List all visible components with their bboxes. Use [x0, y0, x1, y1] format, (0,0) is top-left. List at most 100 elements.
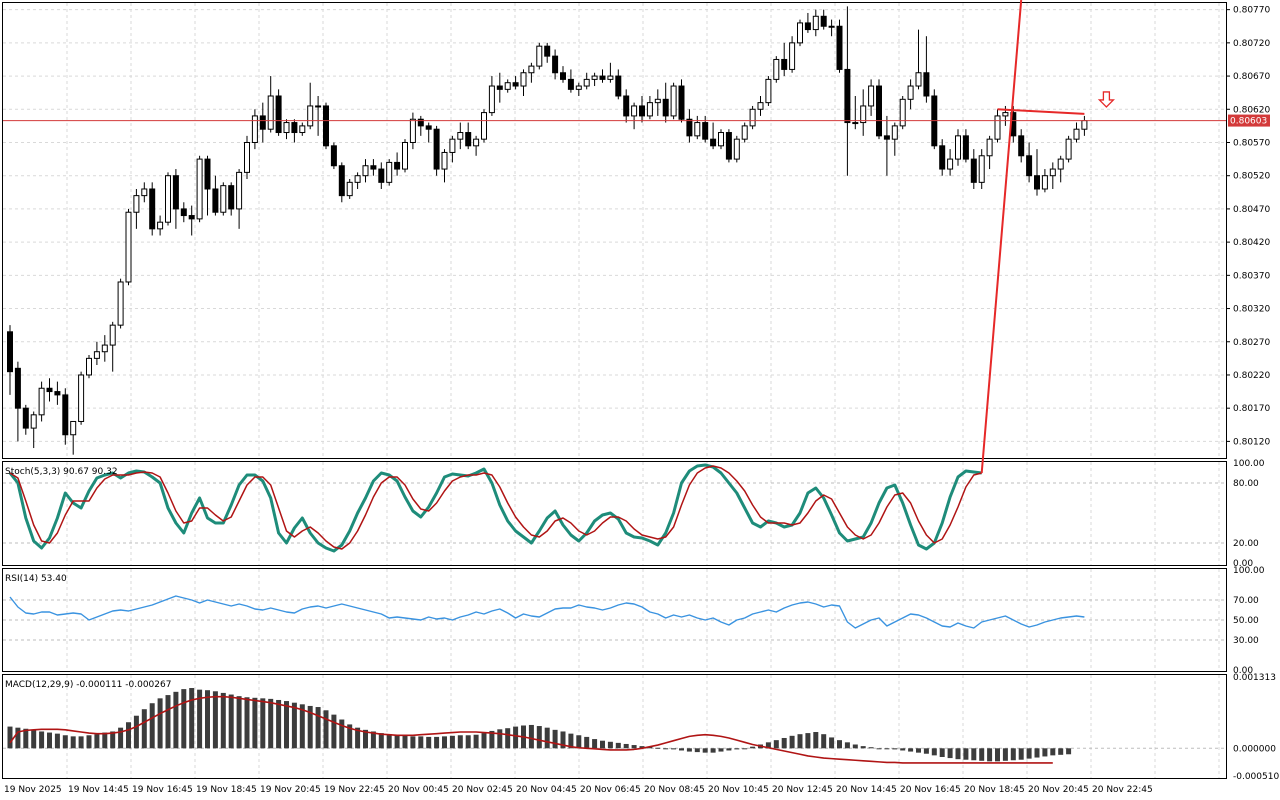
- candle-body: [504, 82, 511, 90]
- candle-body: [378, 168, 385, 183]
- macd-bar: [126, 722, 131, 749]
- macd-bar: [149, 703, 155, 749]
- candle-body: [172, 175, 179, 210]
- macd-bar: [252, 697, 258, 749]
- macd-bar: [31, 729, 37, 749]
- candle-body: [749, 108, 756, 127]
- candle-body: [14, 367, 21, 409]
- time-tick-label: 19 Nov 16:45: [132, 785, 193, 795]
- macd-bar: [228, 694, 234, 749]
- macd-bar: [505, 728, 511, 749]
- stoch-trend-line[interactable]: [980, 0, 1023, 474]
- time-tick-label: 20 Nov 14:45: [836, 785, 897, 795]
- macd-bar: [189, 688, 195, 749]
- stoch-panel[interactable]: [2, 461, 1227, 566]
- macd-bar: [884, 748, 890, 750]
- candle-body: [457, 132, 464, 140]
- candle-body: [481, 112, 487, 140]
- rsi-panel[interactable]: [2, 568, 1227, 672]
- macd-bar: [1066, 748, 1072, 755]
- price-panel[interactable]: [2, 2, 1227, 459]
- macd-bar: [686, 748, 692, 752]
- macd-bar: [284, 701, 289, 749]
- rsi-lines: [9, 595, 1085, 629]
- time-tick-label: 20 Nov 06:45: [580, 785, 641, 795]
- macd-bar: [307, 705, 313, 749]
- macd-bar: [560, 731, 566, 749]
- macd-bar: [173, 691, 179, 749]
- macd-bar: [679, 748, 684, 751]
- candle-body: [441, 151, 448, 170]
- candle-body: [283, 122, 290, 134]
- candle-body: [496, 85, 503, 90]
- macd-bar: [426, 736, 432, 749]
- candle-body: [962, 135, 969, 160]
- candle-body: [528, 65, 535, 74]
- current-price-tag: 0.80603: [1228, 114, 1270, 127]
- candle-body: [662, 98, 669, 117]
- time-tick-label: 19 Nov 14:45: [68, 785, 129, 795]
- macd-bar: [600, 740, 605, 749]
- candle-body: [236, 171, 243, 210]
- macd-histogram: [7, 688, 1072, 762]
- macd-signal-line: [9, 695, 1053, 764]
- macd-bar: [892, 748, 898, 750]
- macd-bar: [434, 736, 440, 749]
- candle-body: [733, 138, 740, 160]
- candle-body: [338, 165, 345, 197]
- macd-bar: [355, 727, 361, 749]
- candle-body: [765, 78, 772, 104]
- candle-body: [409, 118, 416, 143]
- macd-bar: [370, 731, 376, 749]
- candle-body: [899, 98, 906, 127]
- macd-label: MACD(12,29,9) -0.000111 -0.000267: [5, 680, 171, 690]
- macd-bar: [220, 692, 226, 749]
- macd-bar: [489, 730, 495, 749]
- current-price-label: 0.80603: [1230, 117, 1267, 127]
- macd-bar: [671, 748, 677, 750]
- macd-bar: [47, 732, 52, 749]
- time-tick-label: 19 Nov 20:45: [260, 785, 321, 795]
- grid-lines: [3, 3, 1226, 778]
- candle-body: [631, 105, 638, 117]
- macd-bar: [157, 698, 163, 749]
- candle-body: [433, 128, 440, 170]
- macd-bar: [702, 748, 708, 753]
- candle-body: [907, 85, 914, 100]
- price-tick-label: 0.80170: [1233, 404, 1270, 414]
- candle-body: [804, 22, 811, 31]
- candle-body: [417, 118, 424, 127]
- macd-bar: [900, 748, 906, 751]
- macd-bar: [789, 735, 795, 749]
- candle-body: [188, 215, 195, 220]
- macd-bar: [971, 748, 977, 761]
- candle-body: [978, 155, 985, 183]
- macd-panel[interactable]: [2, 674, 1227, 779]
- candle-body: [520, 72, 527, 87]
- time-tick-label: 20 Nov 20:45: [1028, 785, 1089, 795]
- candle-body: [267, 95, 274, 130]
- candle-body: [623, 95, 630, 117]
- macd-bar: [726, 748, 732, 751]
- candle-body: [575, 85, 582, 90]
- macd-bar: [15, 727, 21, 749]
- candle-body: [560, 72, 566, 80]
- candle-body: [149, 188, 156, 230]
- candle-body: [165, 175, 171, 223]
- macd-bar: [939, 748, 945, 757]
- candle-body: [157, 221, 164, 230]
- macd-bar: [742, 748, 748, 750]
- candle-body: [860, 105, 867, 124]
- time-tick-label: 19 Nov 2025: [4, 785, 62, 795]
- candle-body: [86, 357, 92, 376]
- macd-bar: [844, 742, 850, 749]
- macd-bar: [481, 733, 487, 749]
- candle-body: [62, 394, 69, 436]
- candle-body: [315, 105, 322, 108]
- stoch-lines: [8, 463, 982, 553]
- price-tick-label: 0.80270: [1233, 338, 1270, 348]
- candle-body: [725, 132, 732, 160]
- macd-bar: [133, 715, 139, 749]
- time-tick-label: 20 Nov 02:45: [452, 785, 513, 795]
